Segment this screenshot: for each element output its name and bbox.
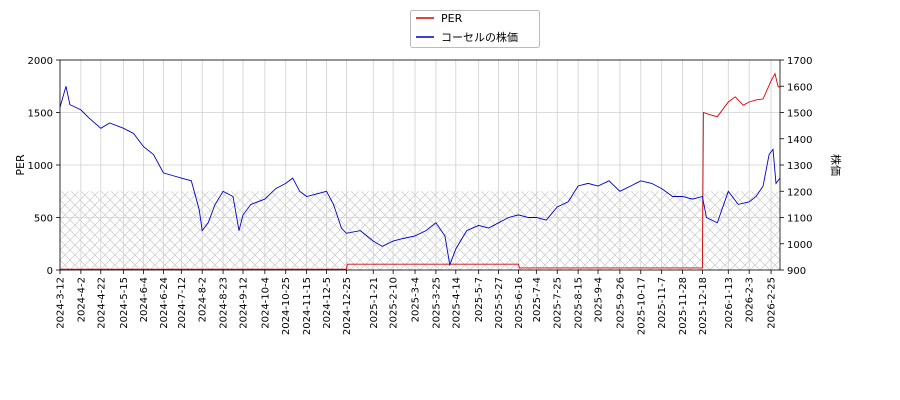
x-tick-label: 2025-11-28 bbox=[678, 277, 689, 335]
right-tick-label: 1500 bbox=[787, 109, 812, 120]
x-tick-label: 2024-6-24 bbox=[159, 277, 170, 329]
right-tick-label: 1100 bbox=[787, 214, 812, 225]
x-tick-label: 2025-7-25 bbox=[553, 277, 564, 329]
x-tick-label: 2025-7-4 bbox=[532, 277, 543, 322]
x-tick-label: 2024-8-23 bbox=[219, 277, 230, 329]
x-tick-label: 2024-3-12 bbox=[56, 277, 67, 329]
x-tick-label: 2025-6-16 bbox=[514, 277, 525, 329]
right-tick-label: 1600 bbox=[787, 82, 812, 93]
x-tick-label: 2024-11-15 bbox=[302, 277, 313, 335]
series-layer bbox=[60, 72, 780, 270]
x-tick-label: 2024-7-12 bbox=[177, 277, 188, 329]
x-tick-label: 2024-12-5 bbox=[322, 277, 333, 329]
x-tick-label: 2026-2-3 bbox=[745, 277, 756, 322]
x-tick-label: 2024-9-12 bbox=[238, 277, 249, 329]
legend-label: PER bbox=[441, 12, 463, 25]
right-axis-title: 株価 bbox=[829, 154, 843, 176]
x-tick-label: 2024-4-22 bbox=[96, 277, 107, 329]
x-tick-label: 2024-4-2 bbox=[76, 277, 87, 322]
x-tick-label: 2025-5-27 bbox=[494, 277, 505, 329]
left-tick-label: 500 bbox=[34, 214, 53, 225]
axes: 0 500 1000 1500 2000 900 1000 1100 1200 1300 1400 1… bbox=[14, 56, 843, 335]
x-tick-label: 2026-2-25 bbox=[767, 277, 778, 329]
left-tick-label: 1500 bbox=[28, 109, 53, 120]
x-tick-label: 2025-12-18 bbox=[698, 277, 709, 335]
x-tick-label: 2024-5-15 bbox=[119, 277, 130, 329]
left-axis-title: PER bbox=[14, 154, 27, 176]
x-tick-label: 2024-10-4 bbox=[260, 277, 271, 329]
legend: PER コーセルの株価 bbox=[410, 10, 540, 48]
x-tick-label: 2024-10-25 bbox=[281, 277, 292, 335]
x-tick-label: 2024-8-2 bbox=[198, 277, 209, 322]
x-tick-label: 2025-11-7 bbox=[657, 277, 668, 329]
x-tick-label: 2025-3-4 bbox=[411, 277, 422, 322]
right-tick-label: 900 bbox=[787, 266, 806, 277]
x-tick-label: 2025-4-14 bbox=[451, 277, 462, 329]
x-tick-label: 2024-12-25 bbox=[342, 277, 353, 335]
x-tick-label: 2025-10-17 bbox=[636, 277, 647, 335]
right-tick-label: 1700 bbox=[787, 56, 812, 67]
x-tick-label: 2025-9-4 bbox=[594, 277, 605, 322]
left-tick-label: 1000 bbox=[28, 161, 53, 172]
x-tick-label: 2025-3-25 bbox=[431, 277, 442, 329]
x-tick-label: 2025-1-21 bbox=[369, 277, 380, 329]
x-tick-label: 2025-2-10 bbox=[389, 277, 400, 329]
stock-price-series-line bbox=[60, 86, 780, 267]
left-tick-label: 2000 bbox=[28, 56, 53, 67]
left-tick-label: 0 bbox=[47, 266, 53, 277]
x-tick-label: 2026-1-13 bbox=[724, 277, 735, 329]
right-tick-label: 1400 bbox=[787, 135, 812, 146]
right-tick-label: 1200 bbox=[787, 187, 812, 198]
series-lines bbox=[60, 72, 780, 270]
right-tick-label: 1300 bbox=[787, 161, 812, 172]
right-tick-label: 1000 bbox=[787, 240, 812, 251]
x-tick-label: 2025-5-7 bbox=[474, 277, 485, 322]
hatched-band bbox=[60, 191, 780, 270]
per-series-line bbox=[60, 72, 780, 270]
x-tick-label: 2025-8-15 bbox=[574, 277, 585, 329]
legend-label: コーセルの株価 bbox=[441, 30, 518, 44]
legend-box bbox=[410, 10, 540, 48]
x-tick-label: 2024-6-4 bbox=[139, 277, 150, 322]
x-tick-label: 2025-9-26 bbox=[615, 277, 626, 329]
